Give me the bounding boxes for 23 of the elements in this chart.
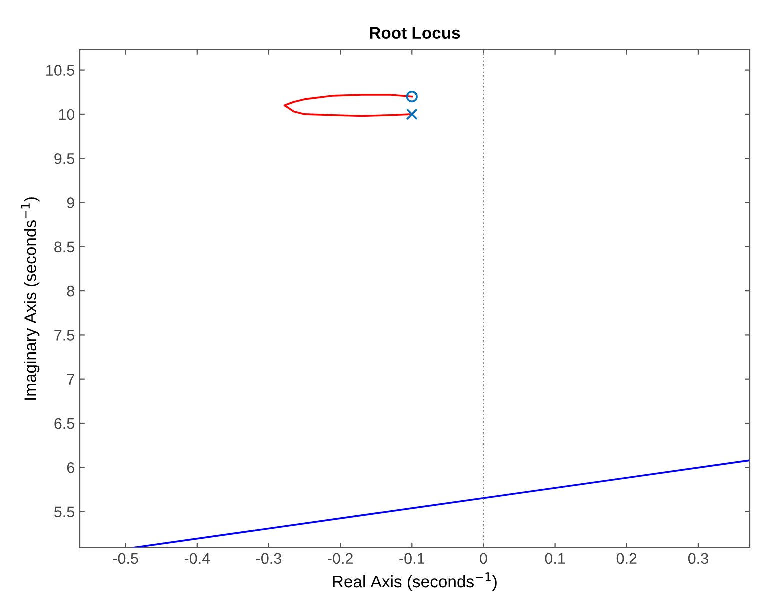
- y-tick-label: 8: [67, 286, 74, 297]
- x-tick-label: -0.1: [400, 553, 425, 564]
- x-tick-label: 0: [480, 553, 488, 564]
- x-tick-label: -0.4: [184, 553, 210, 564]
- y-tick-label: 7: [67, 374, 74, 385]
- y-tick-label: 8.5: [54, 242, 74, 253]
- y-tick-label: 6.5: [54, 418, 74, 430]
- y-axis-title: Imaginary Axis (seconds$^{−1}$): [21, 198, 40, 400]
- x-tick-label: -0.5: [113, 553, 138, 564]
- x-tick-label: -0.3: [256, 553, 282, 564]
- y-tick-label: 10.5: [46, 65, 74, 76]
- x-tick-label: 0.1: [545, 553, 566, 564]
- y-tick-label: 7.5: [54, 330, 74, 341]
- x-axis-title: Real Axis (seconds$^{−1}$): [333, 572, 497, 591]
- y-tick-label: 9: [67, 198, 74, 208]
- x-tick-label: -0.2: [328, 553, 353, 564]
- y-tick-label: 10: [59, 109, 75, 120]
- y-tick-label: 5.5: [54, 506, 74, 518]
- y-tick-label: 9.5: [54, 153, 74, 164]
- y-tick-label: 6: [67, 462, 74, 474]
- x-tick-label: 0.3: [688, 553, 708, 564]
- chart-title: Root Locus: [370, 27, 460, 40]
- x-tick-label: 0.2: [616, 553, 637, 564]
